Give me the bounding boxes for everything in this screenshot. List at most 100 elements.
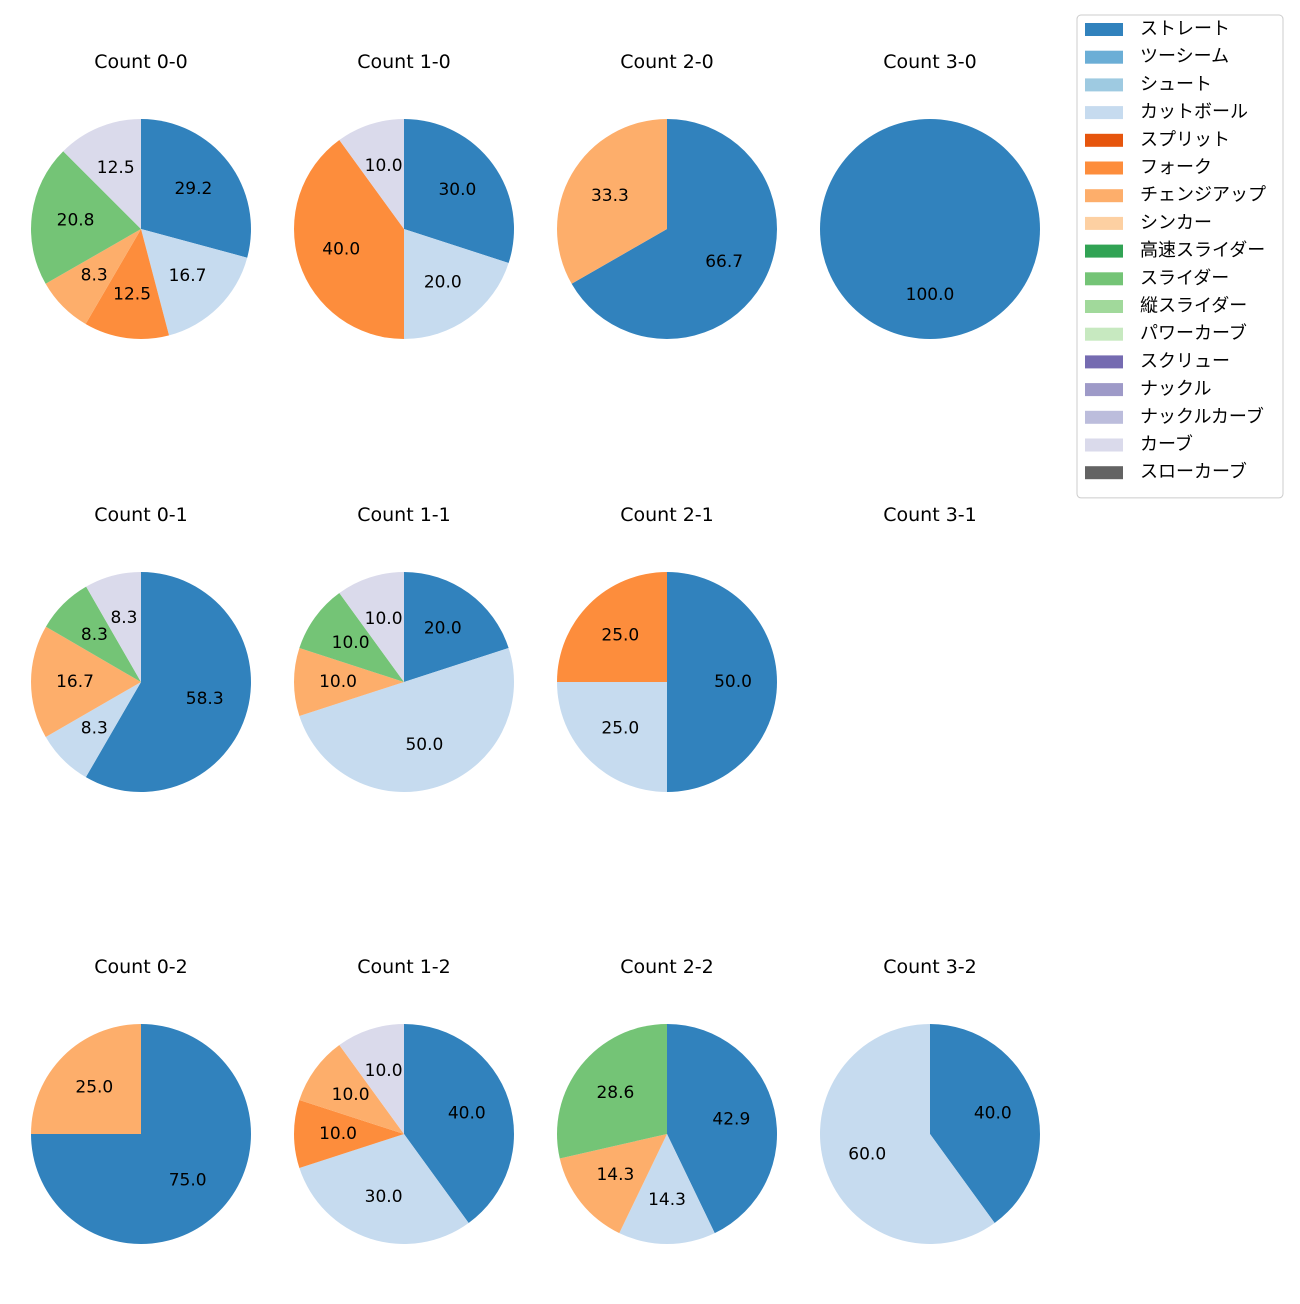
legend-swatch [1085,161,1123,175]
slice-label: 58.3 [186,689,224,709]
legend-label: シンカー [1140,212,1212,233]
legend-swatch [1085,327,1123,341]
slice-label: 60.0 [848,1144,886,1164]
pie-slice [299,593,404,682]
legend-label: ナックル [1140,379,1211,400]
slice-label: 20.0 [424,272,462,292]
legend-label: チェンジアップ [1140,185,1266,206]
pie-chart-count-3-2: Count 3-2 40.0 60.0 [820,956,1041,1244]
pie-slice [339,1023,404,1134]
legend-swatch [1085,244,1123,258]
pie-slice [557,682,667,792]
legend-swatch [1085,133,1123,147]
pie-slice [63,119,141,229]
slice-label: 8.3 [81,719,108,739]
slice-label: 10.0 [365,609,403,629]
pie-slice [930,1024,1041,1223]
pie-chart-count-1-1: Count 1-1 20.0 50.0 10.0 10.0 10.0 [293,504,515,793]
pie-slice [45,586,141,682]
pie-title: Count 1-2 [357,956,451,978]
slice-label: 66.7 [705,252,743,272]
pie-slice [667,1024,778,1234]
legend-label: スローカーブ [1140,461,1247,483]
pie-chart-count-0-1: Count 0-158.38.316.78.38.3 [31,504,251,792]
pie-slice [141,229,248,336]
legend-swatch [1085,355,1123,369]
pie-slice [299,1134,469,1245]
legend-label: スプリット [1140,129,1230,150]
slice-label: 8.3 [81,625,108,645]
legend-swatch [1085,466,1123,480]
legend-swatch [1085,189,1123,203]
pie-slice [556,119,667,284]
pie-slice [820,1024,995,1244]
pie-chart-count-3-1: Count 3-1 [883,504,977,526]
pie-slice [45,229,142,325]
pie-slice [404,1024,515,1223]
pie-chart-count-1-2: Count 1-2 40.0 30.0 10.0 10.0 10.0 [293,956,515,1245]
pie-slice [141,119,251,258]
legend-label: フォーク [1140,157,1212,178]
pie-slice [85,229,170,339]
slice-label: 10.0 [319,1124,357,1144]
legend-swatch [1085,410,1123,424]
slice-label: 29.2 [174,179,212,199]
slice-label: 12.5 [97,158,135,178]
pie-title: Count 1-0 [357,51,451,73]
legend-swatch [1085,78,1123,92]
pie-title: Count 3-2 [883,956,977,978]
pie-chart-count-3-0: Count 3-0 100.0 [820,51,1040,339]
slice-label: 8.3 [81,266,108,286]
slice-label: 30.0 [438,180,476,200]
pie-slice [404,229,509,339]
slice-label: 20.8 [57,210,95,230]
slice-label: 10.0 [319,672,357,692]
legend-label: シュート [1140,74,1212,95]
legend-label: カットボール [1140,102,1248,123]
pie-chart-count-2-2: Count 2-2 42.9 14.3 14.3 28.6 [557,956,778,1245]
pie-slice [571,119,777,339]
legend-swatch [1085,383,1123,397]
pie-title: Count 0-2 [94,956,188,978]
pie-slice [45,682,141,778]
legend-swatch [1085,438,1123,452]
slice-label: 20.0 [424,619,462,639]
slice-label: 42.9 [712,1109,750,1129]
legend-label: 縦スライダー [1140,296,1247,317]
legend-label: スライダー [1140,268,1229,289]
pie-chart-count-2-1: Count 2-1 50.0 25.0 25.0 [557,504,777,792]
pie-slice [559,1134,667,1234]
slice-label: 10.0 [365,156,403,176]
legend-swatch [1085,272,1123,286]
slice-label: 10.0 [365,1061,403,1081]
legend-label: ストレート [1140,19,1230,40]
pie-slice [86,572,141,682]
pie-slice [404,572,509,682]
legend-label: カーブ [1140,433,1193,455]
slice-label: 12.5 [113,284,151,304]
pie-title: Count 2-1 [620,504,714,526]
slice-label: 14.3 [648,1190,686,1210]
legend-swatch [1085,106,1123,120]
slice-label: 40.0 [322,239,360,259]
pie-slice [299,648,515,793]
slice-label: 10.0 [332,1085,370,1105]
pie-chart-count-2-0: Count 2-0 66.7 33.3 [556,51,777,339]
pie-slice [293,648,404,716]
pie-slice [293,140,404,339]
pie-chart-count-0-0: Count 0-029.216.712.58.320.812.5 [30,51,251,339]
pie-chart-count-0-2: Count 0-2 75.0 25.0 [31,956,251,1244]
pie-slice [557,572,667,682]
legend-swatch [1085,216,1123,230]
pie-slice [31,1024,141,1134]
legend-label: パワーカーブ [1140,322,1247,344]
slice-label: 50.0 [714,672,752,692]
pie-title: Count 1-1 [357,504,451,526]
legend: ストレートツーシームシュートカットボールスプリットフォークチェンジアップシンカー… [1076,14,1284,499]
slice-label: 25.0 [75,1077,113,1097]
slice-label: 100.0 [906,285,955,305]
pie-slice [619,1134,715,1245]
legend-swatch [1085,23,1123,36]
